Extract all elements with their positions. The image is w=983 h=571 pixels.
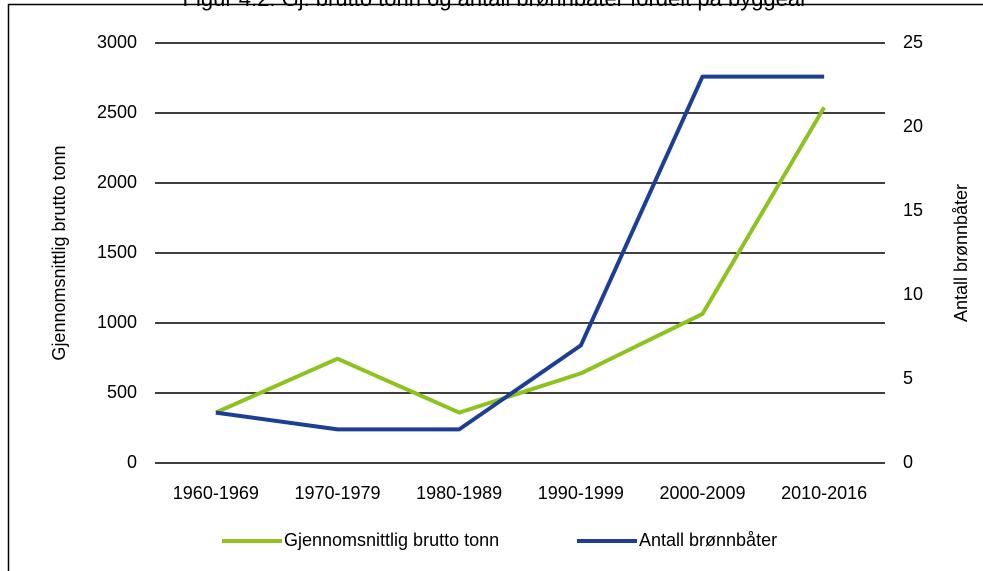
x-tick-label: 1970-1979 [294, 483, 380, 503]
y-axis-label: Gjennomsnittlig brutto tonn [49, 145, 69, 360]
x-tick-label: 2010-2016 [781, 483, 867, 503]
legend-label: Antall brønnbåter [639, 530, 777, 550]
y-tick-label: 2500 [97, 102, 137, 122]
y-tick-label: 0 [127, 452, 137, 472]
y2-axis-label: Antall brønnbåter [951, 184, 971, 322]
y-tick-label: 500 [107, 382, 137, 402]
x-tick-label: 2000-2009 [659, 483, 745, 503]
y2-tick-label: 25 [903, 32, 923, 52]
y2-tick-label: 0 [903, 452, 913, 472]
y2-tick-label: 20 [903, 116, 923, 136]
y2-tick-label: 10 [903, 284, 923, 304]
y-tick-label: 3000 [97, 32, 137, 52]
y-tick-label: 1500 [97, 242, 137, 262]
y2-tick-label: 15 [903, 200, 923, 220]
x-tick-label: 1960-1969 [173, 483, 259, 503]
chart-border [7, 3, 983, 571]
legend-label: Gjennomsnittlig brutto tonn [284, 530, 499, 550]
y-tick-label: 2000 [97, 172, 137, 192]
x-tick-label: 1990-1999 [538, 483, 624, 503]
data-line [215, 74, 825, 432]
chart-title: Figur 4.2: Gj. brutto tonn og antall brø… [183, 0, 808, 11]
x-tick-label: 1980-1989 [416, 483, 502, 503]
data-line [215, 106, 826, 415]
y2-tick-label: 5 [903, 368, 913, 388]
y-tick-label: 1000 [97, 312, 137, 332]
